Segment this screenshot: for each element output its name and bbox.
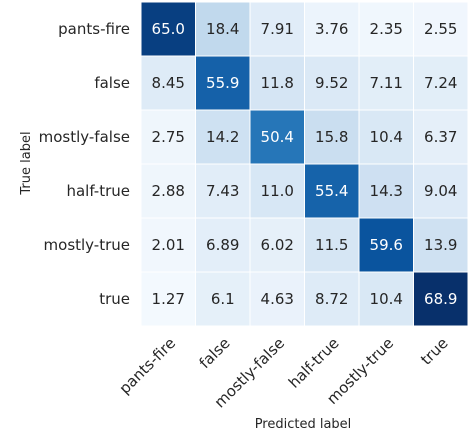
- cell-value-label: 11.0: [261, 182, 294, 200]
- y-tick-label: half-true: [66, 182, 130, 200]
- heatmap-cell: [413, 163, 469, 219]
- heatmap-cell: [195, 109, 251, 165]
- cell-value-label: 9.04: [424, 182, 457, 200]
- cell-value-label: 2.88: [152, 182, 185, 200]
- heatmap-cell: [304, 55, 360, 111]
- cell-value-label: 13.9: [424, 236, 457, 254]
- heatmap-cell: [413, 217, 469, 273]
- y-tick-label: mostly-false: [39, 128, 130, 146]
- cell-value-label: 7.43: [206, 182, 239, 200]
- cell-value-label: 1.27: [152, 290, 185, 308]
- cell-value-label: 2.01: [152, 236, 185, 254]
- x-tick-labels: pants-fire falsemostly-falsehalf-truemost…: [116, 334, 452, 411]
- cell-value-label: 59.6: [370, 236, 403, 254]
- cell-value-label: 6.37: [424, 128, 457, 146]
- heatmap-cells: 65.0 18.4 7.91 3.76 2.35 2.55 8.45 55.9 11.8 9.52…: [140, 1, 469, 327]
- cell-value-label: 8.72: [315, 290, 348, 308]
- heatmap-cell: [195, 55, 251, 111]
- heatmap-cell: [358, 271, 414, 327]
- cell-value-label: 6.1: [211, 290, 235, 308]
- heatmap-cell: [358, 109, 414, 165]
- heatmap-cell: [140, 271, 196, 327]
- x-tick-label: half-true: [285, 334, 343, 392]
- cell-value-label: 7.11: [370, 74, 403, 92]
- heatmap-cell: [249, 217, 305, 273]
- heatmap-cell: [140, 163, 196, 219]
- y-tick-label: mostly-true: [44, 236, 130, 254]
- cell-value-label: 3.76: [315, 20, 348, 38]
- y-tick-label: true: [99, 290, 130, 308]
- heatmap-cell: [140, 217, 196, 273]
- x-tick-label: pants-fire: [116, 334, 180, 398]
- x-tick-label: false: [196, 334, 234, 372]
- heatmap-cell: [358, 217, 414, 273]
- cell-value-label: 9.52: [315, 74, 348, 92]
- cell-value-label: 2.55: [424, 20, 457, 38]
- y-tick-label: false: [94, 74, 130, 92]
- x-axis-title: Predicted label: [255, 417, 352, 432]
- cell-value-label: 11.5: [315, 236, 348, 254]
- cell-value-label: 15.8: [315, 128, 348, 146]
- cell-value-label: 10.4: [370, 290, 403, 308]
- cell-value-label: 7.91: [261, 20, 294, 38]
- heatmap-cell: [195, 163, 251, 219]
- cell-value-label: 14.2: [206, 128, 239, 146]
- cell-value-label: 6.02: [261, 236, 294, 254]
- cell-value-label: 10.4: [370, 128, 403, 146]
- cell-value-label: 55.9: [206, 74, 239, 92]
- heatmap-cell: [413, 55, 469, 111]
- cell-value-label: 55.4: [315, 182, 348, 200]
- heatmap-cell: [413, 271, 469, 327]
- y-tick-label: pants-fire: [58, 20, 130, 38]
- heatmap-cell: [140, 1, 196, 57]
- y-axis-title: True label: [19, 131, 34, 195]
- heatmap-cell: [249, 1, 305, 57]
- heatmap-cell: [413, 1, 469, 57]
- cell-value-label: 4.63: [261, 290, 294, 308]
- cell-value-label: 68.9: [424, 290, 457, 308]
- cell-value-label: 18.4: [206, 20, 239, 38]
- cell-value-label: 8.45: [152, 74, 185, 92]
- heatmap-cell: [304, 271, 360, 327]
- cell-value-label: 65.0: [152, 20, 185, 38]
- cell-value-label: 2.35: [370, 20, 403, 38]
- cell-value-label: 6.89: [206, 236, 239, 254]
- heatmap-cell: [304, 217, 360, 273]
- cell-value-label: 14.3: [370, 182, 403, 200]
- heatmap-cell: [413, 109, 469, 165]
- x-tick-label: true: [417, 334, 452, 369]
- y-tick-labels: pants-fire false mostly-false half-true most…: [39, 20, 130, 308]
- heatmap-cell: [195, 1, 251, 57]
- cell-value-label: 50.4: [261, 128, 294, 146]
- cell-value-label: 11.8: [261, 74, 294, 92]
- cell-value-label: 2.75: [152, 128, 185, 146]
- heatmap-cell: [358, 163, 414, 219]
- cell-value-label: 7.24: [424, 74, 457, 92]
- heatmap-cell: [304, 109, 360, 165]
- heatmap-cell: [249, 163, 305, 219]
- heatmap-cell: [304, 163, 360, 219]
